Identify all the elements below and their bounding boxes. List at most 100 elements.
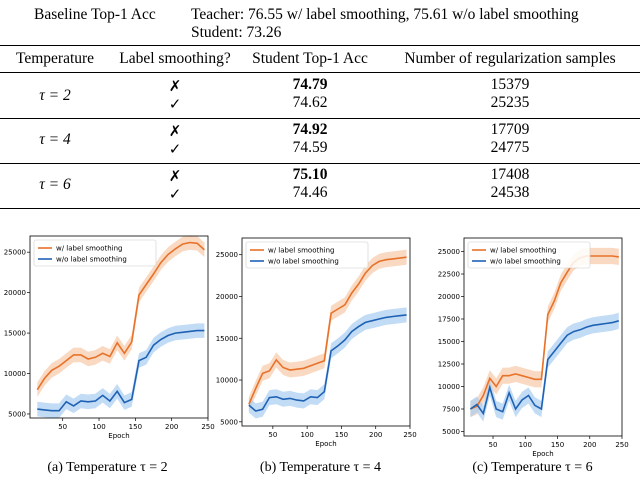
reg-samples: 17408 [490, 166, 530, 183]
x-tick-label: 200 [165, 423, 178, 431]
group-temp: τ = 4 [39, 131, 71, 148]
student-acc: 74.46 [292, 184, 328, 201]
y-tick-label: 17500 [438, 316, 460, 324]
series-band-0 [248, 249, 407, 412]
y-tick-label: 25000 [438, 248, 460, 256]
ls-mark: ✗ [168, 122, 182, 140]
y-tick-label: 10000 [216, 377, 238, 385]
baseline-teacher: Teacher: 76.55 w/ label smoothing, 75.61… [191, 6, 579, 23]
group-temp: τ = 6 [39, 176, 71, 193]
series-band-0 [37, 235, 205, 397]
group-rule [0, 118, 640, 119]
student-acc: 74.92 [292, 121, 328, 138]
series-line-0 [248, 256, 407, 405]
header-student-acc: Student Top-1 Acc [252, 50, 368, 67]
x-tick-label: 250 [201, 423, 214, 431]
y-tick-label: 20000 [4, 289, 26, 297]
axes-frame [463, 237, 623, 437]
x-axis-label: Epoch [108, 432, 129, 440]
y-tick-label: 7500 [442, 406, 460, 414]
y-tick-label: 10000 [438, 383, 460, 391]
legend-label: w/ label smoothing [268, 247, 335, 255]
x-tick-label: 50 [268, 431, 277, 439]
reg-samples: 24775 [490, 139, 530, 156]
student-acc: 74.62 [292, 94, 328, 111]
reg-samples: 15379 [490, 76, 530, 93]
header-rule [0, 72, 640, 73]
legend-label: w/ label smoothing [490, 247, 557, 255]
axes-frame [29, 235, 209, 419]
x-tick-label: 50 [58, 423, 67, 431]
ls-mark: ✓ [168, 95, 182, 113]
x-tick-label: 50 [489, 441, 498, 449]
group-temp: τ = 2 [39, 87, 71, 104]
baseline-student: Student: 73.26 [191, 24, 282, 41]
series-line-1 [469, 320, 620, 416]
group-rule [0, 163, 640, 164]
caption-a: (a) Temperature τ = 2 [47, 460, 168, 475]
legend-box [33, 239, 157, 267]
chart-temperature-4: 50 100 150 200 250 5000 10000 15000 20000 25000 Ep… [216, 237, 417, 448]
series-line-1 [248, 314, 407, 412]
axes-frame [241, 237, 411, 427]
caption-c: (c) Temperature τ = 6 [472, 460, 593, 475]
x-tick-label: 200 [369, 431, 382, 439]
x-tick-label: 250 [615, 441, 628, 449]
series-band-0 [470, 247, 619, 418]
series-band-1 [37, 323, 205, 418]
ls-mark: ✓ [168, 140, 182, 158]
x-tick-label: 100 [300, 431, 313, 439]
legend-box [467, 241, 591, 269]
legend-label: w/ label smoothing [56, 245, 123, 253]
x-tick-label: 150 [129, 423, 142, 431]
reg-samples: 24538 [490, 184, 530, 201]
chart-temperature-6: 50 100 150 200 250 5000 7500 10000 12500 15000 175… [438, 237, 629, 458]
legend-box [245, 241, 369, 269]
reg-samples: 17709 [490, 121, 530, 138]
y-tick-label: 22500 [438, 271, 460, 279]
header-temperature: Temperature [15, 50, 95, 67]
x-tick-label: 100 [92, 423, 105, 431]
caption-b: (b) Temperature τ = 4 [259, 460, 382, 475]
y-tick-label: 10000 [4, 370, 26, 378]
y-tick-label: 20000 [216, 293, 238, 301]
student-acc: 75.10 [292, 166, 328, 183]
y-tick-label: 25000 [4, 249, 26, 257]
ls-mark: ✗ [168, 167, 182, 185]
ls-mark: ✗ [168, 77, 182, 95]
baseline-label: Baseline Top-1 Acc [34, 6, 156, 23]
x-axis-label: Epoch [315, 440, 336, 448]
x-axis-label: Epoch [532, 450, 553, 458]
table-bottom-rule [0, 208, 640, 209]
x-tick-label: 250 [403, 431, 416, 439]
x-tick-label: 150 [551, 441, 564, 449]
ls-mark: ✓ [168, 185, 182, 203]
x-tick-label: 200 [583, 441, 596, 449]
student-acc: 74.79 [292, 76, 328, 93]
x-tick-label: 100 [519, 441, 532, 449]
header-reg-samples: Number of regularization samples [404, 50, 616, 67]
legend-label: w/o label smoothing [56, 256, 127, 264]
y-tick-label: 5000 [8, 410, 26, 418]
series-line-0 [470, 255, 619, 410]
series-band-1 [470, 312, 619, 422]
reg-samples: 25235 [490, 94, 530, 111]
y-tick-label: 5000 [220, 418, 238, 426]
y-tick-label: 25000 [216, 251, 238, 259]
series-band-1 [248, 307, 407, 419]
x-tick-label: 150 [335, 431, 348, 439]
legend-label: w/o label smoothing [490, 258, 561, 266]
legend-label: w/o label smoothing [268, 258, 339, 266]
y-tick-label: 15000 [4, 330, 26, 338]
header-label-smoothing: Label smoothing? [119, 50, 231, 67]
chart-temperature-2: 50 100 150 200 250 5000 10000 15000 20000 25000 Ep… [4, 235, 215, 440]
student-acc: 74.59 [292, 139, 328, 156]
y-tick-label: 12500 [438, 361, 460, 369]
y-tick-label: 15000 [438, 338, 460, 346]
y-tick-label: 5000 [442, 428, 460, 436]
series-line-0 [36, 241, 205, 391]
table-top-rule [0, 45, 640, 46]
series-line-1 [37, 329, 205, 412]
y-tick-label: 15000 [216, 335, 238, 343]
y-tick-label: 20000 [438, 293, 460, 301]
